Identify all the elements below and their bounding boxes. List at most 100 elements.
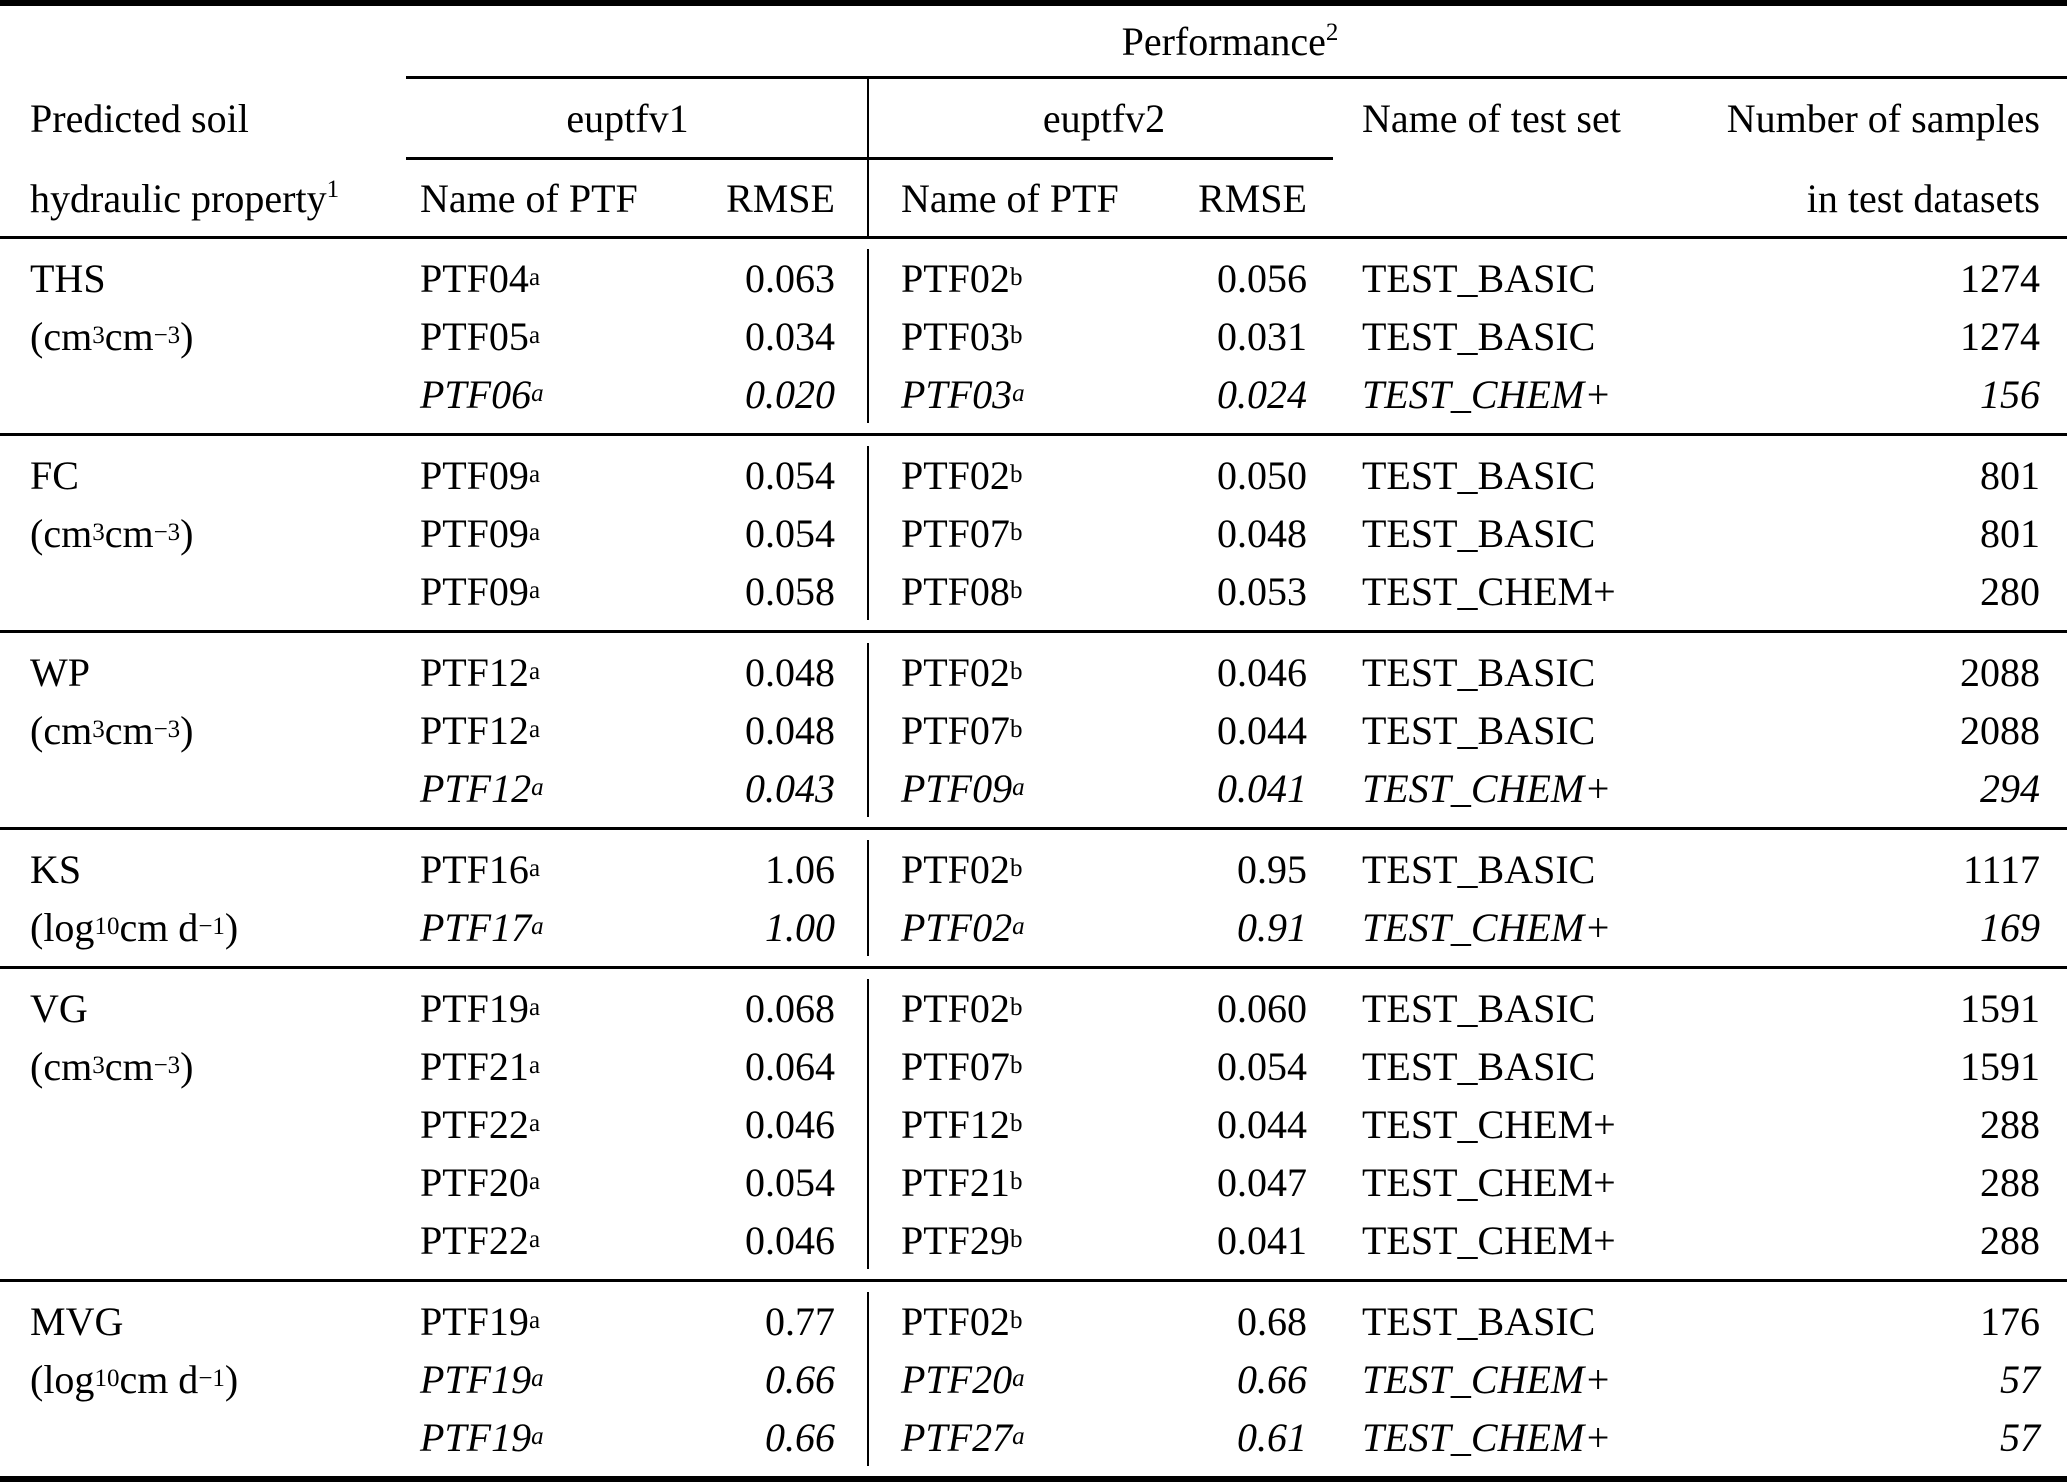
rmse-euptfv2-text: 0.054	[1217, 1043, 1307, 1089]
property-group: KS (log 10 cm d −1) PTF16 a 1.06 PTF02 b 0.95 TEST…	[0, 830, 2067, 966]
test-set-name-text: TEST_BASIC	[1362, 255, 1596, 301]
rmse-euptfv1-text: 1.00	[765, 904, 835, 950]
property-unit-pre: (cm	[30, 1043, 93, 1089]
rmse-euptfv2-text: 0.046	[1217, 649, 1307, 695]
property-unit: (cm 3 cm −3)	[30, 510, 194, 556]
sample-count-text: 1274	[1960, 255, 2040, 301]
ptf-name-euptfv2: PTF20 a	[901, 1356, 1025, 1402]
ptf-name-euptfv1-text: PTF09	[420, 452, 529, 498]
ptf-name-euptfv1: PTF09 a	[420, 452, 541, 498]
property-cell: THS (cm 3 cm −3)	[30, 249, 420, 423]
sample-count: 1274	[1762, 249, 2040, 307]
test-set-name: TEST_BASIC	[1362, 979, 1762, 1037]
rmse-euptfv1-text: 0.048	[745, 649, 835, 695]
sample-count: 288	[1762, 1153, 2040, 1211]
rmse-euptfv2: 0.044	[1171, 1095, 1307, 1153]
test-set-name-text: TEST_CHEM+	[1362, 765, 1612, 811]
property-unit-pre: (log	[30, 904, 95, 950]
rmse-euptfv1: 0.048	[700, 643, 835, 701]
rmse-euptfv2-text: 0.61	[1237, 1414, 1307, 1460]
ptf-name-euptfv2-text: PTF02	[901, 452, 1010, 498]
sample-count-text: 1274	[1960, 313, 2040, 359]
group-separator-rule	[0, 630, 2067, 633]
performance-spanner: Performance2	[1122, 18, 1339, 65]
property-name-text: FC	[30, 452, 79, 498]
ptf-name-euptfv2: PTF27 a	[901, 1414, 1025, 1460]
ptf-name-euptfv1: PTF12 a	[420, 707, 541, 753]
test-set-name: TEST_BASIC	[1362, 307, 1762, 365]
test-set-name: TEST_CHEM+	[1362, 1408, 1762, 1466]
rmse-euptfv2-text: 0.041	[1217, 765, 1307, 811]
sample-count: 1117	[1762, 840, 2040, 898]
group-separator-rule	[0, 1279, 2067, 1282]
test-set-name-text: TEST_BASIC	[1362, 1043, 1596, 1089]
property-unit-post: )	[224, 904, 239, 950]
property-header-line1: Predicted soil	[30, 95, 249, 141]
performance-underline-rule	[406, 76, 2067, 79]
ptf-name-euptfv2: PTF02 b	[901, 985, 1023, 1031]
property-name: THS	[30, 249, 420, 307]
ptf-name-euptfv2-text: PTF29	[901, 1217, 1010, 1263]
group-separator-rule	[0, 433, 2067, 436]
test-set-name: TEST_BASIC	[1362, 504, 1762, 562]
rmse-euptfv1: 0.046	[700, 1095, 835, 1153]
sample-count-text: 288	[1980, 1101, 2040, 1147]
test-set-name-text: TEST_CHEM+	[1362, 1217, 1616, 1263]
ptf-name-euptfv2-text: PTF02	[901, 904, 1013, 950]
rmse-euptfv2: 0.050	[1171, 446, 1307, 504]
rmse-euptfv1-text: 0.66	[765, 1414, 835, 1460]
property-unit: (log 10 cm d −1)	[30, 1356, 239, 1402]
property-unit-mid: cm	[104, 707, 154, 753]
ptf-name-euptfv2-text: PTF03	[901, 313, 1010, 359]
sample-count-text: 288	[1980, 1217, 2040, 1263]
sample-count: 288	[1762, 1211, 2040, 1269]
property-group: FC (cm 3 cm −3) PTF09 a 0.054 PTF02 b 0.050 TEST_B…	[0, 436, 2067, 630]
property-name-text: WP	[30, 649, 90, 695]
rmse-euptfv1-text: 0.058	[745, 568, 835, 614]
table-top-rule	[0, 0, 2067, 6]
table-bottom-rule	[0, 1476, 2067, 1482]
rmse-euptfv2-text: 0.95	[1237, 846, 1307, 892]
test-set-name: TEST_CHEM+	[1362, 1211, 1762, 1269]
ptf-name-euptfv2-text: PTF03	[901, 371, 1013, 417]
ptf-name-euptfv1-text: PTF04	[420, 255, 529, 301]
rmse-euptfv2: 0.046	[1171, 643, 1307, 701]
rmse-euptfv2-text: 0.68	[1237, 1298, 1307, 1344]
ptf-name-euptfv1-text: PTF12	[420, 649, 529, 695]
sample-count: 801	[1762, 504, 2040, 562]
ptf-name-euptfv2: PTF21 b	[901, 1159, 1023, 1205]
ptf-name-euptfv2-text: PTF02	[901, 1298, 1010, 1344]
property-unit: (log 10 cm d −1)	[30, 904, 239, 950]
sample-count-text: 2088	[1960, 649, 2040, 695]
rmse-euptfv1-text: 0.054	[745, 1159, 835, 1205]
ptf-name-euptfv1: PTF22 a	[420, 1101, 541, 1147]
test-set-name-text: TEST_CHEM+	[1362, 1414, 1612, 1460]
rmse-euptfv1-text: 0.77	[765, 1298, 835, 1344]
property-unit-post: )	[180, 510, 194, 556]
rmse-euptfv1-text: 0.068	[745, 985, 835, 1031]
ptf-name-euptfv1: PTF16 a	[420, 846, 541, 892]
property-unit-pre: (log	[30, 1356, 95, 1402]
ptf-name-euptfv1-text: PTF19	[420, 1414, 532, 1460]
ptf-name-euptfv2-text: PTF21	[901, 1159, 1010, 1205]
rmse-column-header-euptfv2: RMSE	[1198, 175, 1307, 221]
rmse-euptfv1: 1.06	[700, 840, 835, 898]
property-unit-mid: cm	[104, 510, 154, 556]
ptf-name-euptfv1-text: PTF05	[420, 313, 529, 359]
test-set-name-text: TEST_BASIC	[1362, 649, 1596, 695]
property-name-text: THS	[30, 255, 106, 301]
test-set-name-text: TEST_BASIC	[1362, 452, 1596, 498]
property-unit-pre: (cm	[30, 313, 93, 359]
property-footnote-marker: 1	[326, 175, 340, 203]
rmse-euptfv1: 0.064	[700, 1037, 835, 1095]
header-column-divider	[867, 79, 869, 157]
rmse-euptfv1: 0.054	[700, 504, 835, 562]
ptf-name-euptfv2-text: PTF27	[901, 1414, 1013, 1460]
sample-count-text: 280	[1980, 568, 2040, 614]
ptf-name-euptfv1-text: PTF21	[420, 1043, 529, 1089]
ptf-name-euptfv2: PTF02 b	[901, 452, 1023, 498]
sample-count: 2088	[1762, 701, 2040, 759]
test-set-name-text: TEST_BASIC	[1362, 1298, 1596, 1344]
ptf-name-euptfv2: PTF02 b	[901, 1298, 1023, 1344]
property-name: VG	[30, 979, 420, 1037]
